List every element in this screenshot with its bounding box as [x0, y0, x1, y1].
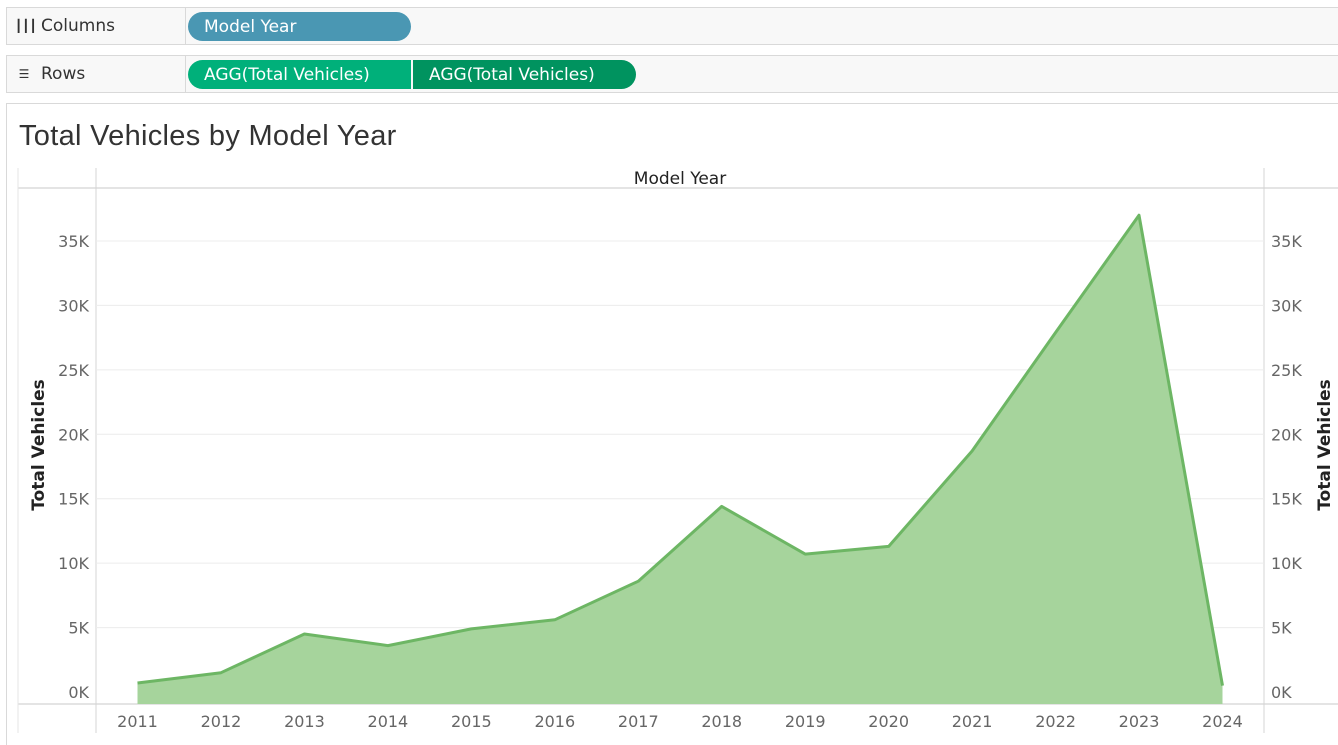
- rows-icon: ☰: [18, 67, 30, 81]
- x-tick-label: 2014: [368, 712, 409, 731]
- shelf-divider: [185, 8, 186, 44]
- y-tick-label: 5K: [68, 619, 89, 638]
- y-tick-label: 30K: [1271, 296, 1302, 315]
- model-year-pill[interactable]: Model Year: [188, 12, 411, 41]
- y-axis-title-left: Total Vehicles: [29, 379, 49, 511]
- rows-shelf-label: ☰ Rows: [7, 56, 185, 92]
- x-tick-label: 2012: [201, 712, 242, 731]
- x-tick-label: 2022: [1035, 712, 1076, 731]
- y-tick-label: 25K: [1271, 361, 1302, 380]
- shelf-divider: [185, 56, 186, 92]
- chart-title: Total Vehicles by Model Year: [19, 120, 397, 152]
- y-tick-label: 0K: [68, 683, 89, 702]
- area-line[interactable]: [137, 213, 1224, 686]
- y-axis-title-right: Total Vehicles: [1315, 379, 1335, 511]
- y-tick-label: 25K: [58, 361, 89, 380]
- x-tick-label: 2016: [534, 712, 575, 731]
- y-tick-label: 10K: [58, 554, 89, 573]
- x-tick-label: 2011: [117, 712, 158, 731]
- y-tick-label: 15K: [1271, 490, 1302, 509]
- y-tick-label: 35K: [1271, 232, 1302, 251]
- y-tick-label: 20K: [58, 425, 89, 444]
- rows-shelf: ☰ Rows AGG(Total Vehicles) AGG(Total Veh…: [6, 55, 1338, 93]
- x-tick-label: 2019: [785, 712, 826, 731]
- y-tick-label: 10K: [1271, 554, 1302, 573]
- view-area: [6, 103, 1338, 745]
- x-tick-label: 2015: [451, 712, 492, 731]
- columns-shelf-label: ┃┃┃ Columns: [7, 8, 185, 44]
- area-fill[interactable]: [137, 215, 1223, 704]
- x-tick-label: 2017: [618, 712, 659, 731]
- y-axis-left: 0K 5K 10K 15K 20K 25K 30K 35K: [58, 232, 89, 702]
- x-tick-label: 2021: [952, 712, 993, 731]
- rows-label: Rows: [41, 64, 86, 84]
- agg-total-vehicles-pill-1[interactable]: AGG(Total Vehicles): [188, 60, 411, 89]
- columns-icon: ┃┃┃: [15, 19, 37, 33]
- y-tick-label: 20K: [1271, 425, 1302, 444]
- y-tick-label: 5K: [1271, 619, 1292, 638]
- y-axis-right: 0K 5K 10K 15K 20K 25K 30K 35K: [1271, 232, 1302, 702]
- x-axis: 2011 2012 2013 2014 2015 2016 2017 2018 2019 2020…: [117, 712, 1243, 731]
- x-tick-label: 2018: [701, 712, 742, 731]
- y-tick-label: 35K: [58, 232, 89, 251]
- y-tick-label: 30K: [58, 296, 89, 315]
- x-tick-label: 2013: [284, 712, 325, 731]
- agg-total-vehicles-pill-2[interactable]: AGG(Total Vehicles): [413, 60, 636, 89]
- y-tick-label: 15K: [58, 490, 89, 509]
- columns-label: Columns: [41, 16, 115, 36]
- y-tick-label: 0K: [1271, 683, 1292, 702]
- x-axis-title: Model Year: [634, 169, 726, 189]
- x-tick-label: 2023: [1119, 712, 1160, 731]
- columns-shelf: ┃┃┃ Columns Model Year: [6, 7, 1338, 45]
- x-tick-label: 2024: [1202, 712, 1243, 731]
- x-tick-label: 2020: [868, 712, 909, 731]
